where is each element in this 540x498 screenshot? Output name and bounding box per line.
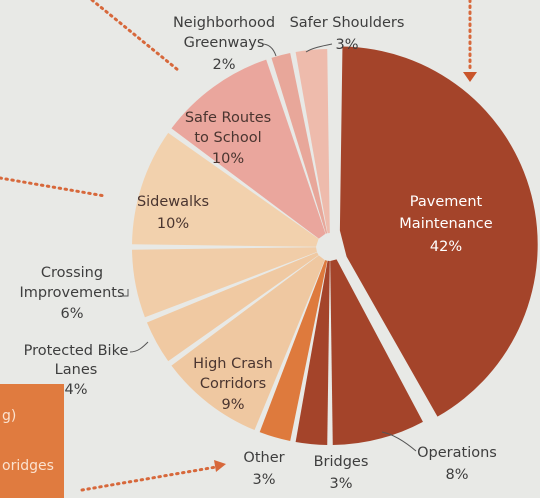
dotted-pointer-bottom [80,465,218,492]
label-bridges: Bridges 3% [314,454,369,492]
label-safe-routes-line1: Safe Routes [185,110,271,126]
leader-greenways [261,43,277,57]
label-operations-line1: Operations [417,445,497,461]
value-other: 3% [252,472,275,488]
pie-slice-safer-shoulders [295,49,330,234]
label-protected-bike-line1: Protected Bike [24,343,129,359]
label-operations: Operations 8% [381,431,497,483]
arrowhead-top-right [463,72,477,82]
label-greenways-line1: Neighborhood [173,15,275,31]
leader-safer-shoulders [305,43,333,53]
label-pavement-maintenance-line2: Maintenance [399,216,492,232]
value-safe-routes: 10% [212,151,244,167]
legend-heading-fragment: g) [2,408,17,424]
label-crossing-line1: Crossing [41,265,103,281]
label-protected-bike-lanes: Protected Bike Lanes 4% [24,341,149,398]
value-high-crash: 9% [221,397,244,413]
label-crossing-line2: Improvements [19,285,124,301]
pie-slice-neighborhood-greenways [271,53,328,234]
leader-operations [381,431,417,452]
label-safer-shoulders: Safer Shoulders 3% [290,15,405,53]
value-crossing: 6% [60,306,83,322]
value-sidewalks: 10% [157,216,189,232]
value-operations: 8% [445,467,468,483]
label-greenways-line2: Greenways [184,35,265,51]
arrowhead-bottom [214,460,226,472]
label-safer-shoulders-line1: Safer Shoulders [290,15,405,31]
leader-protected-bike [129,341,149,353]
pie-slice-high-crash-corridors [171,255,325,431]
value-safer-shoulders: 3% [335,37,358,53]
dotted-pointer-top-left [90,0,180,72]
value-protected-bike: 4% [64,382,87,398]
label-high-crash-corridors: High Crash Corridors 9% [193,356,273,413]
value-greenways: 2% [212,57,235,73]
dotted-pointer-left [0,176,107,198]
pie-slice-sidewalks [132,132,319,247]
label-bridges-line1: Bridges [314,454,369,470]
label-pavement-maintenance-line1: Pavement [410,194,483,210]
value-bridges: 3% [329,476,352,492]
label-high-crash-line1: High Crash [193,356,273,372]
pie-slices [132,46,538,445]
legend-item-fragment: oridges [2,458,54,474]
leader-crossing [120,289,129,297]
pie-slice-operations [330,259,423,445]
pie-slice-bridges [295,260,330,445]
pie-slice-other [259,260,328,441]
label-safe-routes-to-school: Safe Routes to School 10% [185,110,271,167]
label-safe-routes-line2: to School [194,130,261,146]
label-protected-bike-line2: Lanes [55,362,98,378]
pie-slice-pavement-maintenance [339,46,538,417]
label-other-line1: Other [243,450,284,466]
label-neighborhood-greenways: Neighborhood Greenways 2% [173,15,277,73]
label-sidewalks: Sidewalks 10% [137,194,209,232]
pie-slice-protected-bike-lanes [146,252,319,362]
legend-panel: g) oridges [0,384,64,498]
label-crossing-improvements: Crossing Improvements 6% [19,265,129,322]
pie-slice-safe-routes-to-school [171,59,326,239]
label-sidewalks-line1: Sidewalks [137,194,209,210]
pie-slice-crossing-improvements [132,247,317,318]
label-pavement-maintenance: Pavement Maintenance 42% [399,194,492,255]
value-pavement-maintenance: 42% [430,239,462,255]
label-other: Other 3% [243,450,284,488]
label-high-crash-line2: Corridors [200,376,266,392]
